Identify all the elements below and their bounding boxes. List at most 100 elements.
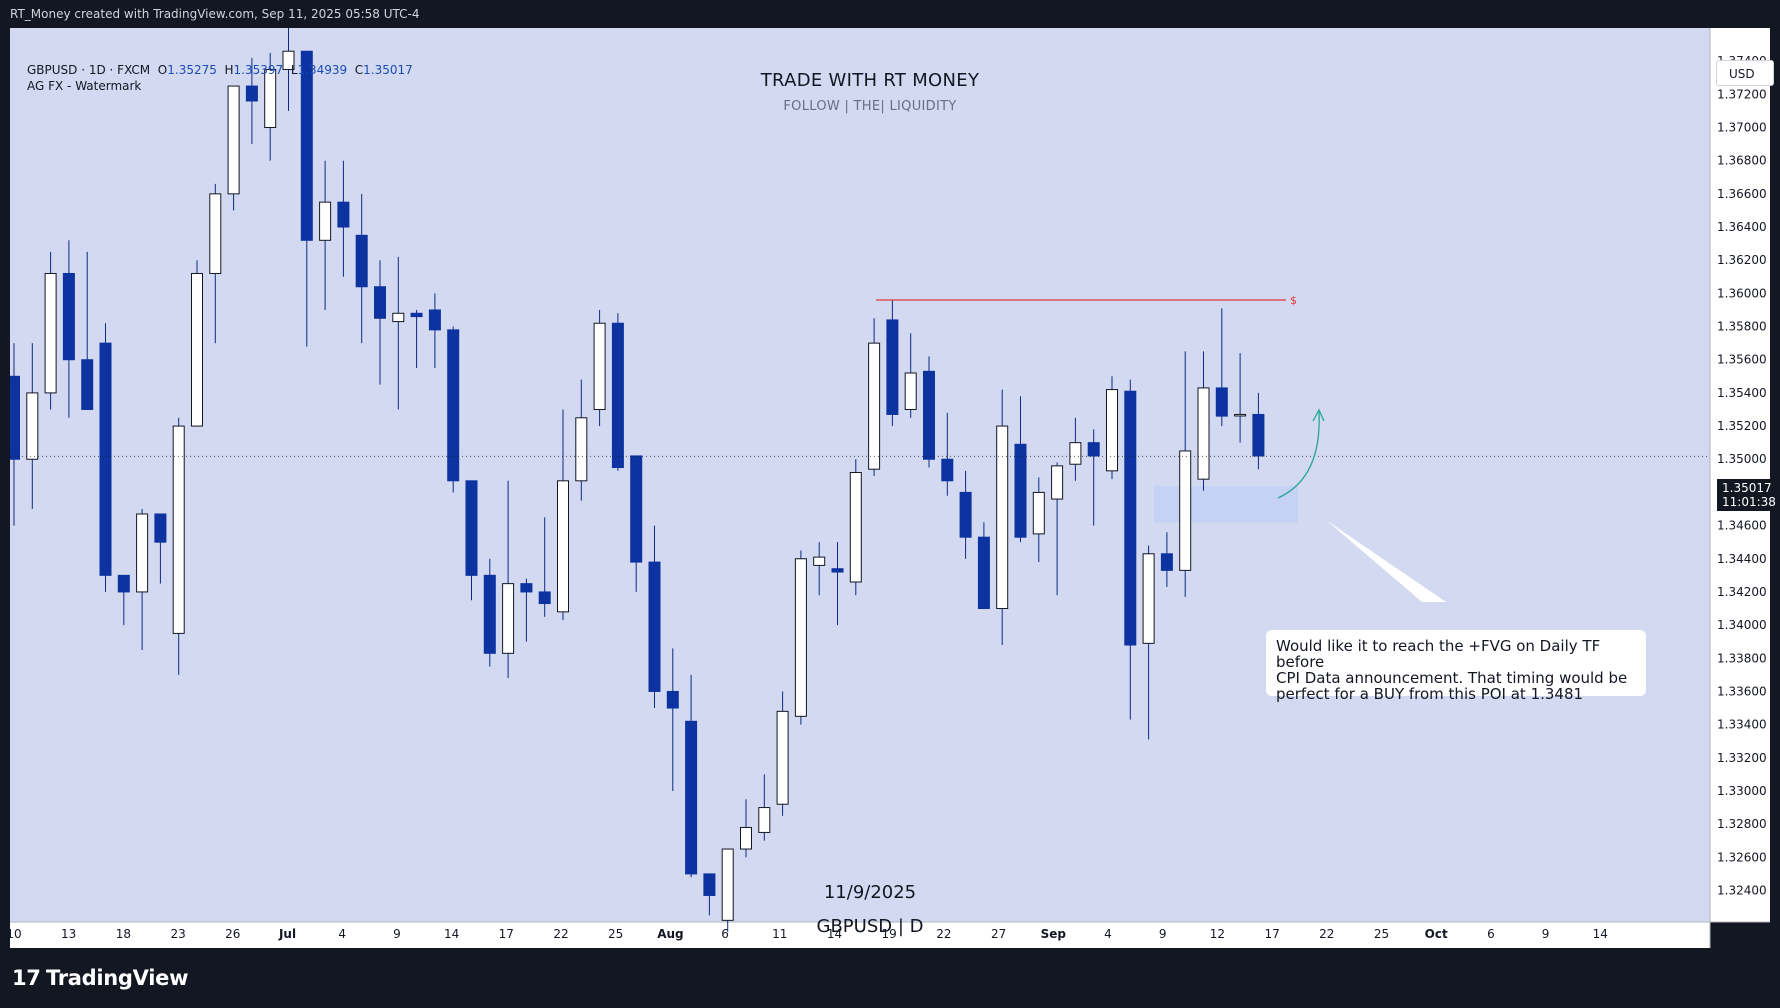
bearish-candle bbox=[10, 375, 20, 460]
time-tick-label: Oct bbox=[1425, 927, 1448, 941]
bearish-candle bbox=[630, 455, 643, 563]
time-tick-label: Jul bbox=[278, 927, 296, 941]
bearish-candle bbox=[886, 319, 899, 415]
price-tick-label: 1.36800 bbox=[1717, 154, 1767, 168]
time-axis-ticks: 10 13 18 23 26 Jul 4 9 14 17 22 25 Aug 6 11 14 19 22 27 Sep… bbox=[10, 927, 1608, 941]
price-tick-label: 1.36200 bbox=[1717, 253, 1767, 267]
watermark-date: 11/9/2025 GBPUSD | D bbox=[770, 876, 970, 944]
projection-arrow bbox=[1277, 411, 1320, 499]
price-tick-label: 1.33600 bbox=[1717, 684, 1767, 698]
bearish-candle bbox=[923, 370, 935, 460]
bearish-candle bbox=[1124, 390, 1137, 646]
time-tick-label: Aug bbox=[657, 927, 683, 941]
price-tick-label: 1.33400 bbox=[1717, 718, 1767, 732]
bearish-candle bbox=[355, 234, 368, 288]
header-text: RT_Money created with TradingView.com, S… bbox=[10, 7, 420, 21]
price-tick-label: 1.32600 bbox=[1717, 850, 1767, 864]
watermark-subtitle: FOLLOW | THE| LIQUIDITY bbox=[783, 99, 957, 114]
time-tick-label: 25 bbox=[608, 927, 623, 941]
price-tick-label: 1.37000 bbox=[1717, 121, 1767, 135]
bearish-candle bbox=[62, 272, 75, 361]
bullish-candle bbox=[209, 193, 222, 274]
footer: 17 TradingView bbox=[0, 948, 1780, 1008]
bearish-candle bbox=[81, 359, 94, 410]
bullish-candle bbox=[282, 50, 295, 70]
price-tick-label: 1.36400 bbox=[1717, 220, 1767, 234]
open-value: 1.35275 bbox=[167, 63, 217, 77]
time-tick-label: 4 bbox=[338, 927, 346, 941]
bullish-candle bbox=[868, 342, 881, 470]
bearish-candle bbox=[483, 574, 496, 654]
candles-layer bbox=[10, 28, 1265, 932]
bullish-candle bbox=[227, 85, 240, 195]
low-value: 1.34939 bbox=[297, 63, 348, 77]
tradingview-logo-text: TradingView bbox=[46, 966, 189, 990]
time-tick-label: 22 bbox=[553, 927, 568, 941]
bullish-candle bbox=[794, 558, 807, 717]
bullish-candle bbox=[575, 417, 588, 482]
bullish-candle bbox=[740, 826, 752, 850]
price-tick-label: 1.34600 bbox=[1717, 519, 1767, 533]
bullish-candle bbox=[1234, 413, 1247, 417]
bullish-candle bbox=[1069, 442, 1082, 465]
fvg-zone bbox=[1154, 485, 1298, 523]
open-label: O bbox=[157, 63, 168, 77]
bearish-candle bbox=[465, 480, 478, 576]
bearish-candle bbox=[648, 561, 661, 692]
bearish-candle bbox=[428, 309, 441, 331]
bearish-candle bbox=[685, 720, 698, 875]
time-tick-label: 14 bbox=[827, 927, 842, 941]
bearish-candle bbox=[410, 312, 423, 318]
bullish-candle bbox=[319, 201, 332, 241]
candlestick-chart[interactable]: 1.374001.372001.370001.368001.366001.364… bbox=[10, 28, 1770, 948]
bullish-candle bbox=[392, 312, 405, 323]
liquidity-marker: $ bbox=[1290, 294, 1297, 307]
bearish-candle bbox=[941, 458, 954, 482]
annotation-line-3: perfect for a BUY from this POI at 1.348… bbox=[1276, 685, 1584, 703]
tradingview-logo-icon: 17 bbox=[12, 966, 41, 990]
candle-countdown: 11:01:38 bbox=[1722, 495, 1776, 509]
annotation-line-2: CPI Data announcement. That timing would… bbox=[1276, 669, 1628, 687]
currency-label[interactable]: USD bbox=[1716, 60, 1774, 86]
time-tick-label: Sep bbox=[1041, 927, 1067, 941]
bearish-candle bbox=[337, 201, 350, 228]
time-tick-label: 22 bbox=[1319, 927, 1334, 941]
bearish-candle bbox=[300, 50, 313, 241]
chart-container[interactable]: 1.374001.372001.370001.368001.366001.364… bbox=[10, 28, 1776, 948]
price-tick-label: 1.35400 bbox=[1717, 386, 1767, 400]
time-tick-label: 17 bbox=[1264, 927, 1279, 941]
bullish-candle bbox=[172, 425, 185, 634]
close-value: 1.35017 bbox=[363, 63, 413, 77]
price-tick-label: 1.34000 bbox=[1717, 618, 1767, 632]
time-tick-label: 6 bbox=[1487, 927, 1495, 941]
annotation-callout[interactable]: Would like it to reach the +FVG on Daily… bbox=[1266, 630, 1646, 702]
high-value: 1.35397 bbox=[233, 63, 284, 77]
time-tick-label: 11 bbox=[772, 927, 787, 941]
callout-pointer bbox=[1326, 520, 1446, 602]
time-tick-label: 17 bbox=[499, 927, 514, 941]
fvg-zone-layer bbox=[1154, 485, 1298, 523]
price-tick-label: 1.33800 bbox=[1717, 651, 1767, 665]
bullish-candle bbox=[1179, 450, 1192, 571]
bullish-candle bbox=[502, 583, 515, 654]
time-tick-label: 14 bbox=[1593, 927, 1608, 941]
bearish-candle bbox=[538, 591, 551, 605]
bearish-candle bbox=[977, 536, 990, 610]
bullish-candle bbox=[1106, 389, 1118, 472]
bearish-candle bbox=[666, 690, 679, 709]
price-tick-label: 1.32800 bbox=[1717, 817, 1767, 831]
bullish-candle bbox=[44, 272, 57, 394]
bearish-candle bbox=[154, 513, 167, 543]
low-label: L bbox=[290, 63, 298, 77]
time-axis[interactable] bbox=[10, 922, 1710, 948]
bearish-candle bbox=[99, 342, 112, 576]
time-tick-label: 19 bbox=[882, 927, 897, 941]
bearish-candle bbox=[1215, 387, 1228, 417]
price-axis[interactable] bbox=[1710, 28, 1770, 922]
bearish-candle bbox=[1087, 442, 1100, 457]
bullish-candle bbox=[813, 556, 826, 566]
close-label: C bbox=[354, 63, 364, 77]
bullish-candle bbox=[191, 272, 203, 427]
tradingview-logo[interactable]: 17 TradingView bbox=[12, 966, 188, 990]
price-tick-label: 1.35200 bbox=[1717, 419, 1767, 433]
